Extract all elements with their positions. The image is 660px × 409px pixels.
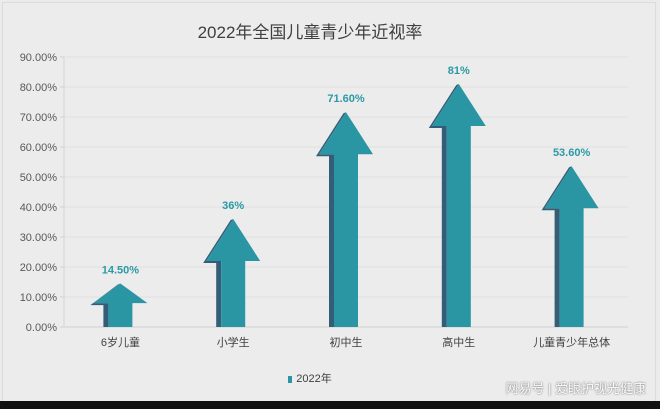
arrow-bar-side xyxy=(541,166,572,327)
y-tick-label: 50.00% xyxy=(20,172,58,184)
bottom-bar xyxy=(0,401,660,409)
arrow-bar xyxy=(319,112,373,327)
arrow-bar xyxy=(431,84,486,327)
x-tick-label: 小学生 xyxy=(217,335,250,349)
watermark: 网易号 | 爱眼护视光健康 xyxy=(505,381,646,396)
y-tick-label: 40.00% xyxy=(20,202,58,214)
legend: 2022年 xyxy=(0,370,620,386)
legend-label: 2022年 xyxy=(296,373,332,385)
arrow-bar xyxy=(544,166,599,327)
arrow-bar-side xyxy=(203,219,234,327)
chart-title: 2022年全国儿童青少年近视率 xyxy=(197,23,423,42)
y-tick-label: 70.00% xyxy=(20,112,58,124)
x-tick-label: 6岁儿童 xyxy=(101,335,140,349)
x-tick-label: 初中生 xyxy=(330,335,363,349)
data-label: 36% xyxy=(222,200,244,212)
x-tick-label: 高中生 xyxy=(442,335,475,349)
y-tick-label: 20.00% xyxy=(20,262,58,274)
y-tick-label: 90.00% xyxy=(20,52,58,64)
y-tick-label: 60.00% xyxy=(20,142,58,154)
y-tick-label: 0.00% xyxy=(26,322,57,334)
arrow-bar xyxy=(93,283,148,327)
x-tick-label: 儿童青少年总体 xyxy=(533,335,610,349)
data-label: 71.60% xyxy=(327,93,365,105)
y-tick-label: 80.00% xyxy=(20,82,58,94)
legend-swatch-icon xyxy=(288,375,293,383)
data-label: 81% xyxy=(448,65,470,77)
data-label: 53.60% xyxy=(553,147,591,159)
arrow-bar-side xyxy=(428,84,459,327)
data-label: 14.50% xyxy=(102,265,140,277)
arrow-bar-side xyxy=(90,283,121,327)
y-tick-label: 30.00% xyxy=(20,232,58,244)
y-tick-label: 10.00% xyxy=(20,292,58,304)
arrow-bar xyxy=(206,219,261,327)
arrow-bar-side xyxy=(316,112,346,327)
